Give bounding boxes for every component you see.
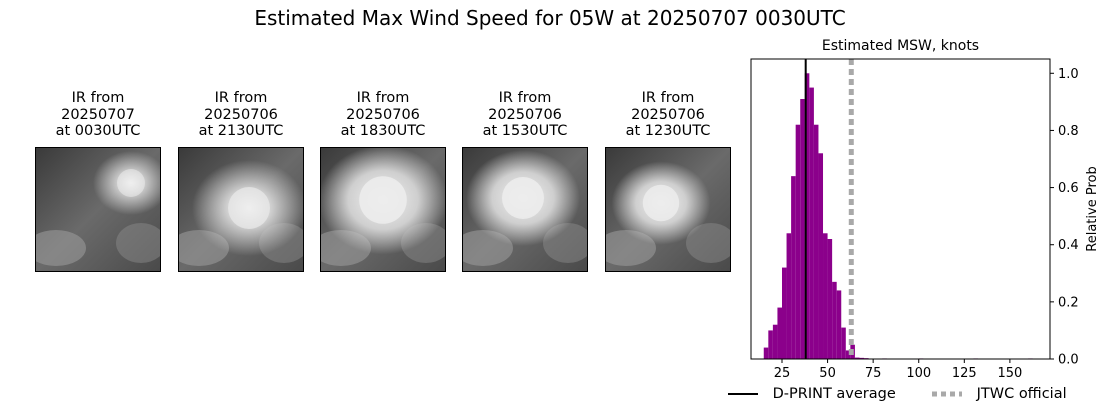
ir-satellite-image xyxy=(462,147,588,272)
plot-frame xyxy=(750,58,1051,360)
legend-dprint-swatch xyxy=(728,393,758,395)
y-tick-label: 0.8 xyxy=(1058,124,1079,139)
ir-panel-caption: IR from 20250707 at 0030UTC xyxy=(55,90,141,139)
ir-panel-0: IR from 20250707 at 0030UTC xyxy=(35,90,161,272)
histogram-bar xyxy=(777,307,782,359)
histogram-bar xyxy=(795,124,801,359)
x-tick-label: 50 xyxy=(819,366,836,381)
ir-satellite-image xyxy=(320,147,446,272)
histogram-bar xyxy=(841,327,846,359)
ir-panel-caption: IR from 20250706 at 2130UTC xyxy=(198,90,284,139)
histogram-bar xyxy=(791,176,796,359)
ir-panel-caption: IR from 20250706 at 1230UTC xyxy=(625,90,711,139)
histogram-bar xyxy=(827,239,833,359)
x-tick-label: 100 xyxy=(906,366,931,381)
ir-panel-caption: IR from 20250706 at 1530UTC xyxy=(482,90,568,139)
histogram-bar xyxy=(800,99,805,359)
histogram-bar xyxy=(772,324,778,359)
legend-dprint-label: D-PRINT average xyxy=(772,386,896,402)
histogram-bar xyxy=(845,350,851,359)
page-title: Estimated Max Wind Speed for 05W at 2025… xyxy=(254,6,846,30)
histogram-bar xyxy=(823,233,828,359)
ir-panel-2: IR from 20250706 at 1830UTC xyxy=(320,90,446,272)
histogram-bar xyxy=(832,281,837,359)
legend-jtwc-label: JTWC official xyxy=(976,386,1067,402)
x-tick-label: 125 xyxy=(952,366,977,381)
histogram-bar xyxy=(786,233,792,359)
y-tick-label: 0.6 xyxy=(1058,181,1079,196)
x-tick-label: 150 xyxy=(997,366,1022,381)
chart-title: Estimated MSW, knots xyxy=(822,38,979,54)
ir-panel-3: IR from 20250706 at 1530UTC xyxy=(462,90,588,272)
histogram-bar xyxy=(818,153,824,359)
histogram-bar xyxy=(836,290,842,359)
legend-dprint: D-PRINT average xyxy=(728,386,896,402)
y-tick-label: 0.2 xyxy=(1058,295,1079,310)
ir-panel-1: IR from 20250706 at 2130UTC xyxy=(178,90,304,272)
legend-jtwc: JTWC official xyxy=(932,386,1067,402)
histogram-bar xyxy=(804,73,810,360)
histogram-bar xyxy=(854,357,860,359)
y-axis-label: Relative Prob xyxy=(1085,166,1100,251)
histogram-bar xyxy=(859,357,865,359)
histogram-bar xyxy=(809,87,814,360)
ir-satellite-image xyxy=(178,147,304,272)
x-tick-label: 75 xyxy=(865,366,882,381)
ir-panel-caption: IR from 20250706 at 1830UTC xyxy=(340,90,426,139)
histogram-bar xyxy=(813,124,819,359)
ir-satellite-image xyxy=(35,147,161,272)
histogram-bar xyxy=(763,347,769,359)
histogram-bar xyxy=(781,267,787,359)
msw-histogram-chart: Estimated MSW, knots 25 50 75 100 125 150 0.0 0.… xyxy=(750,38,1100,381)
ir-panel-4: IR from 20250706 at 1230UTC xyxy=(605,90,731,272)
legend-jtwc-swatch xyxy=(932,391,962,397)
y-tick-label: 0.4 xyxy=(1058,238,1079,253)
histogram-bar xyxy=(768,330,773,359)
ir-satellite-image xyxy=(605,147,731,272)
x-tick-label: 25 xyxy=(774,366,791,381)
y-tick-label: 1.0 xyxy=(1058,67,1079,82)
y-tick-label: 0.0 xyxy=(1058,353,1079,368)
